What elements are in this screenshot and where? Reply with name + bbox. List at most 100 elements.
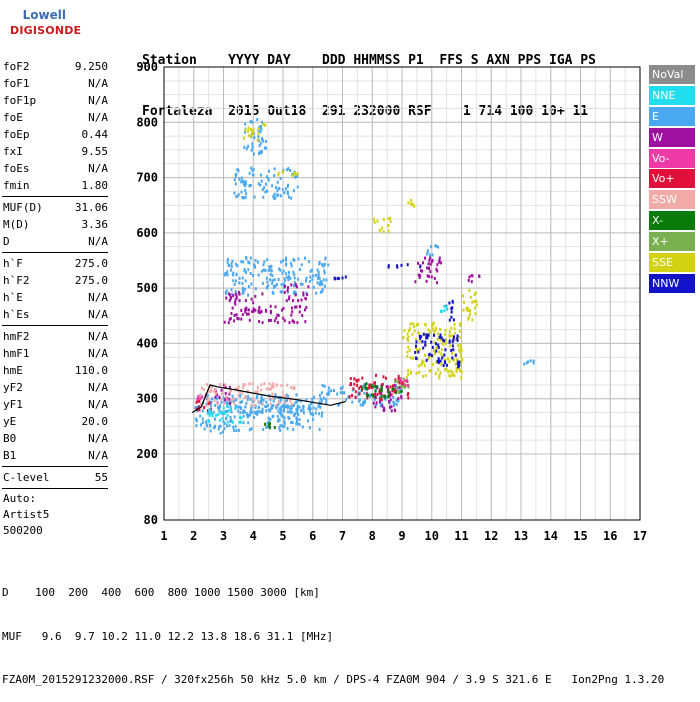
echo-point [294, 175, 297, 179]
echo-point [237, 393, 240, 397]
echo-point [437, 245, 439, 249]
echo-point [395, 399, 398, 402]
echo-point [232, 279, 235, 283]
echo-point [358, 386, 361, 390]
echo-point [281, 308, 283, 312]
echo-point [416, 349, 419, 353]
echo-point [276, 404, 279, 408]
echo-point [363, 401, 366, 405]
echo-cluster [206, 404, 243, 424]
x-tick-label: 2 [190, 529, 197, 543]
echo-point [249, 413, 252, 417]
echo-point [269, 304, 272, 308]
echo-point [247, 293, 250, 297]
x-tick-label: 4 [250, 529, 257, 543]
echo-point [525, 361, 528, 365]
echo-point [258, 150, 261, 154]
echo-point [226, 410, 229, 414]
echo-point [415, 344, 417, 348]
echo-point [244, 405, 247, 409]
echo-point [250, 407, 253, 411]
echo-point [276, 189, 279, 193]
echo-point [433, 349, 435, 353]
echo-point [238, 276, 241, 280]
echo-point [219, 404, 222, 408]
echo-point [244, 184, 247, 188]
echo-point [231, 259, 234, 263]
param-row: h`F 275.0 [0, 255, 112, 272]
echo-point [283, 191, 286, 195]
footer-muf-row: MUF 9.6 9.7 10.2 11.0 12.2 13.8 18.6 31.… [2, 629, 334, 643]
echo-point [404, 384, 407, 388]
echo-point [222, 420, 225, 424]
echo-point [430, 245, 433, 249]
echo-point [326, 392, 329, 396]
echo-cluster [414, 332, 461, 369]
echo-point [245, 257, 248, 261]
param-name: yF1 [3, 398, 23, 411]
echo-point [463, 300, 465, 304]
echo-point [456, 362, 459, 365]
echo-point [403, 379, 406, 383]
echo-point [248, 261, 251, 265]
echo-point [405, 376, 408, 379]
echo-point [450, 369, 452, 373]
echo-point [268, 382, 271, 386]
echo-point [300, 263, 303, 267]
echo-point [243, 287, 246, 291]
echo-cluster [209, 424, 226, 435]
echo-point [440, 309, 443, 313]
echo-point [400, 385, 403, 389]
echo-point [269, 278, 271, 282]
echo-point [245, 270, 247, 274]
echo-point [435, 342, 437, 346]
echo-point [408, 348, 411, 352]
echo-point [316, 281, 319, 285]
echo-point [267, 424, 270, 428]
echo-point [341, 385, 344, 389]
trace-line [191, 384, 346, 414]
echo-point [229, 296, 232, 300]
echo-point [372, 217, 375, 221]
echo-point [397, 390, 400, 394]
echo-point [253, 136, 256, 140]
echo-point [387, 388, 390, 392]
echo-point [416, 357, 419, 361]
echo-point [249, 183, 252, 187]
echo-point [368, 393, 371, 397]
echo-point [347, 395, 350, 399]
echo-point [225, 416, 228, 420]
echo-point [407, 335, 410, 339]
echo-point [440, 352, 443, 356]
param-value: N/A [88, 308, 108, 321]
echo-point [444, 358, 446, 362]
param-row: foEp 0.44 [0, 126, 112, 143]
echo-point [373, 220, 376, 224]
echo-point [381, 226, 383, 230]
echo-point [235, 262, 237, 266]
echo-point [234, 182, 237, 186]
echo-point [282, 316, 285, 320]
echo-point [227, 257, 229, 261]
echo-point [258, 405, 261, 409]
echo-point [242, 409, 245, 413]
echo-point [238, 299, 241, 303]
echo-point [251, 410, 254, 414]
param-separator [2, 466, 108, 467]
echo-point [279, 407, 282, 410]
echo-point [428, 275, 430, 278]
footer-info: D 100 200 400 600 800 1000 1500 3000 [km… [2, 557, 664, 702]
param-name: h`F [3, 257, 23, 270]
y-tick-label: 400 [136, 336, 158, 350]
echo-point [283, 403, 286, 407]
echo-point [241, 391, 244, 395]
echo-point [228, 397, 231, 401]
echo-point [304, 296, 307, 300]
echo-point [237, 317, 240, 321]
param-value: N/A [88, 94, 108, 107]
echo-point [398, 386, 401, 389]
x-tick-label: 11 [454, 529, 468, 543]
echo-point [257, 182, 260, 186]
echo-point [238, 281, 241, 285]
echo-point [237, 386, 240, 390]
